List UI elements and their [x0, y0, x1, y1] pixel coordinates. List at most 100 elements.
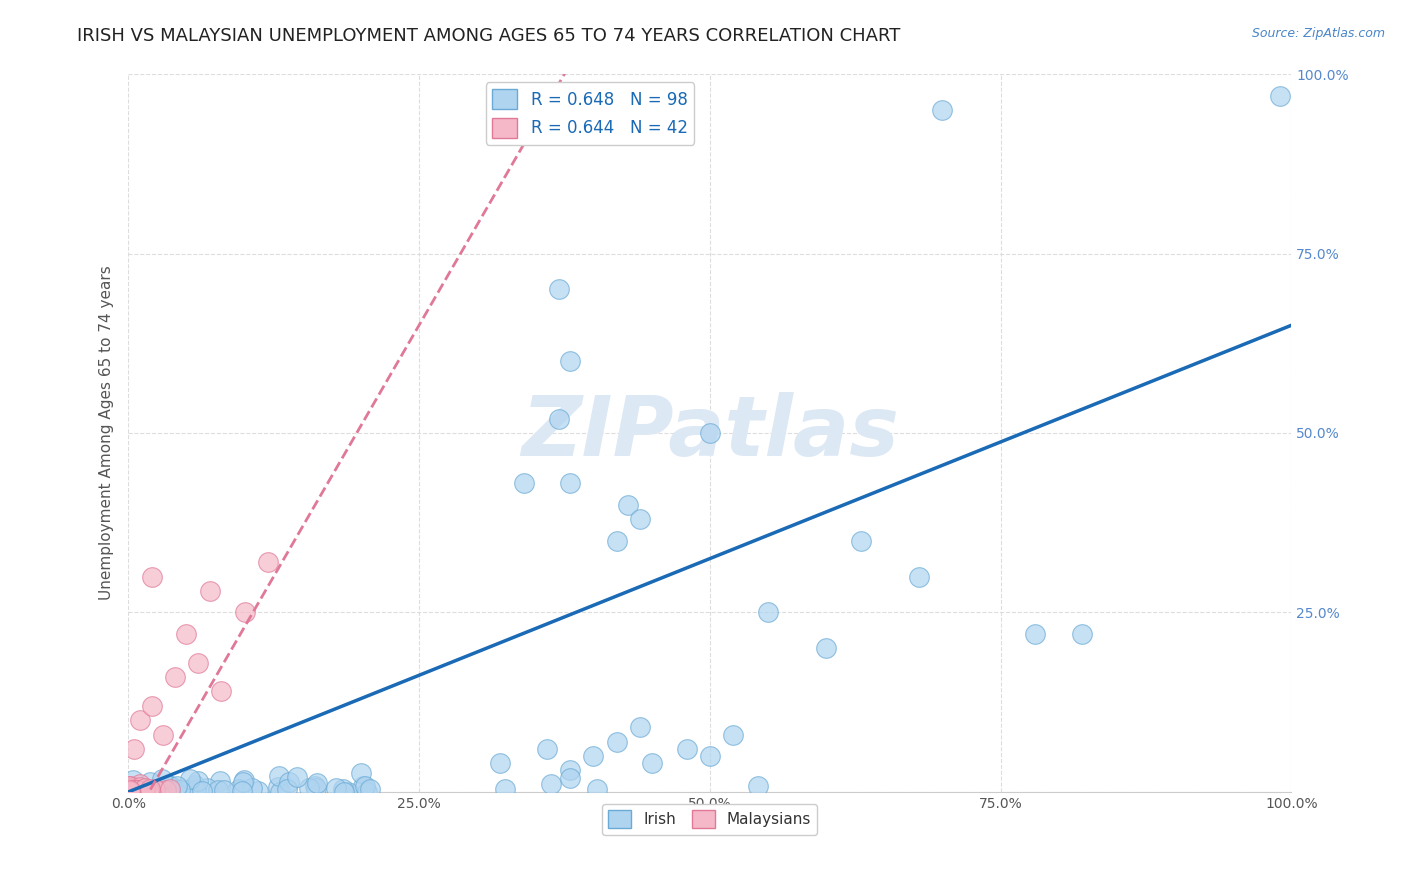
- Point: [489, 756, 512, 771]
- Point: [124, 784, 146, 798]
- Point: [332, 782, 354, 797]
- Point: [209, 774, 232, 789]
- Point: [127, 783, 149, 797]
- Point: [333, 784, 356, 798]
- Point: [582, 749, 605, 764]
- Point: [232, 775, 254, 789]
- Point: [560, 354, 582, 368]
- Point: [152, 727, 174, 741]
- Point: [267, 780, 290, 794]
- Point: [141, 569, 163, 583]
- Point: [1071, 627, 1094, 641]
- Point: [125, 780, 148, 795]
- Point: [122, 783, 145, 797]
- Point: [209, 684, 232, 698]
- Point: [124, 783, 146, 797]
- Point: [356, 784, 378, 798]
- Point: [756, 606, 779, 620]
- Point: [179, 772, 201, 787]
- Point: [128, 777, 150, 791]
- Point: [233, 772, 256, 787]
- Point: [118, 779, 141, 793]
- Point: [233, 606, 256, 620]
- Point: [159, 783, 181, 797]
- Point: [139, 775, 162, 789]
- Point: [256, 555, 278, 569]
- Point: [547, 411, 569, 425]
- Point: [155, 783, 177, 797]
- Point: [212, 783, 235, 797]
- Point: [134, 784, 156, 798]
- Point: [628, 512, 651, 526]
- Point: [276, 781, 298, 796]
- Point: [121, 780, 143, 794]
- Text: ZIPatlas: ZIPatlas: [520, 392, 898, 474]
- Text: Source: ZipAtlas.com: Source: ZipAtlas.com: [1251, 27, 1385, 40]
- Point: [176, 783, 198, 797]
- Point: [139, 782, 162, 797]
- Point: [120, 781, 142, 796]
- Point: [359, 782, 381, 797]
- Point: [699, 749, 721, 764]
- Point: [176, 782, 198, 797]
- Point: [242, 780, 264, 795]
- Point: [606, 533, 628, 548]
- Point: [169, 783, 191, 797]
- Point: [187, 774, 209, 789]
- Point: [560, 771, 582, 785]
- Point: [184, 783, 207, 797]
- Point: [176, 627, 198, 641]
- Point: [118, 780, 141, 794]
- Point: [1024, 627, 1046, 641]
- Point: [157, 783, 180, 797]
- Point: [1268, 88, 1291, 103]
- Point: [122, 773, 145, 788]
- Point: [143, 781, 166, 796]
- Point: [350, 766, 373, 780]
- Point: [173, 784, 195, 798]
- Point: [278, 774, 301, 789]
- Point: [169, 781, 191, 796]
- Point: [228, 781, 250, 796]
- Point: [166, 779, 188, 793]
- Point: [187, 656, 209, 670]
- Point: [141, 698, 163, 713]
- Point: [304, 779, 326, 793]
- Point: [128, 713, 150, 727]
- Point: [118, 785, 141, 799]
- Point: [150, 772, 173, 786]
- Point: [849, 533, 872, 548]
- Point: [560, 476, 582, 491]
- Point: [183, 778, 205, 792]
- Point: [675, 742, 697, 756]
- Point: [640, 756, 662, 771]
- Point: [157, 778, 180, 792]
- Point: [157, 784, 180, 798]
- Point: [117, 784, 139, 798]
- Point: [606, 735, 628, 749]
- Point: [207, 783, 229, 797]
- Point: [124, 782, 146, 797]
- Point: [547, 282, 569, 296]
- Point: [195, 781, 218, 796]
- Point: [142, 784, 165, 798]
- Point: [122, 742, 145, 756]
- Point: [127, 782, 149, 797]
- Point: [127, 783, 149, 797]
- Point: [325, 780, 347, 795]
- Point: [747, 779, 769, 793]
- Text: IRISH VS MALAYSIAN UNEMPLOYMENT AMONG AGES 65 TO 74 YEARS CORRELATION CHART: IRISH VS MALAYSIAN UNEMPLOYMENT AMONG AG…: [77, 27, 901, 45]
- Point: [125, 783, 148, 797]
- Point: [617, 498, 640, 512]
- Point: [305, 781, 328, 796]
- Point: [129, 780, 152, 795]
- Point: [512, 476, 534, 491]
- Point: [908, 569, 931, 583]
- Point: [337, 784, 360, 798]
- Point: [163, 670, 186, 684]
- Point: [298, 780, 321, 795]
- Point: [269, 785, 291, 799]
- Point: [138, 784, 160, 798]
- Point: [118, 783, 141, 797]
- Point: [354, 779, 377, 793]
